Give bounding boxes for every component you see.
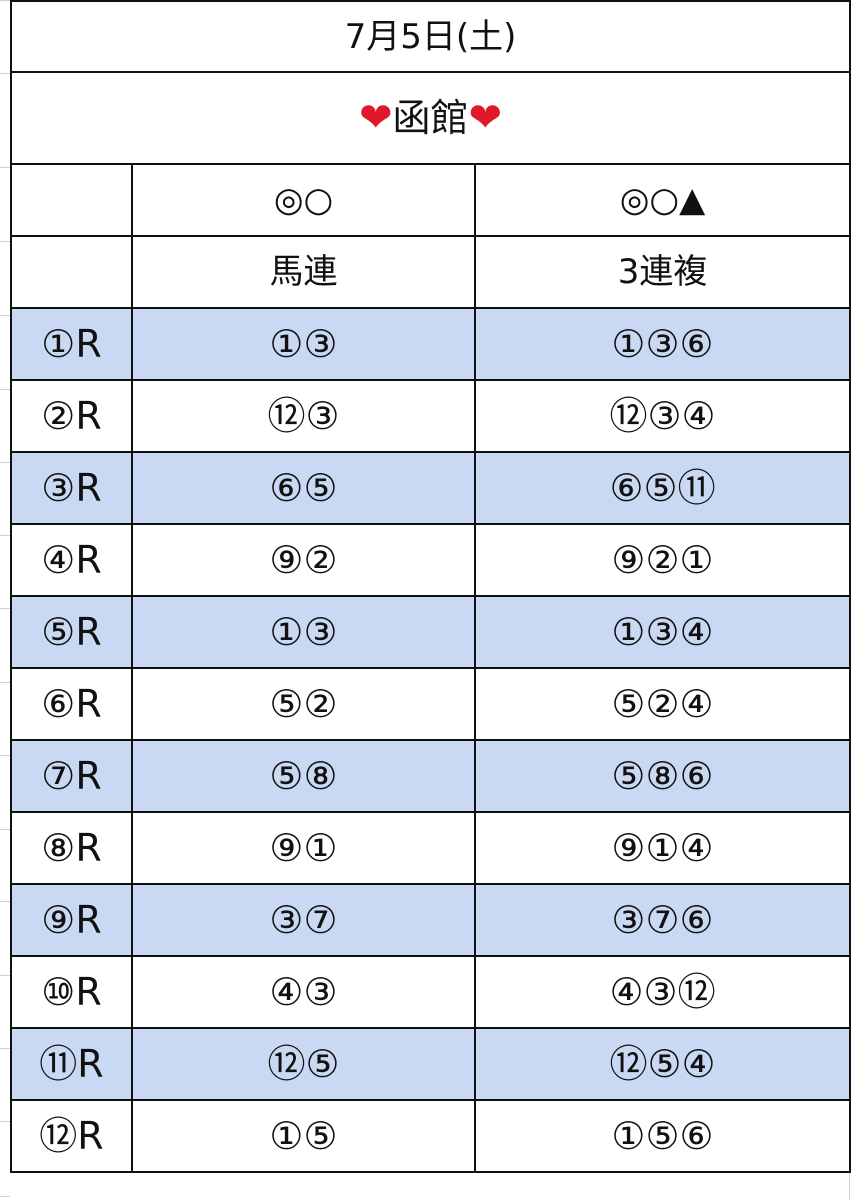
race-label-cell[interactable]: ②R (10, 379, 133, 453)
venue-row: ❤函館❤ (9, 71, 852, 165)
pair-pick-cell[interactable]: ⑫③ (131, 379, 476, 453)
empty-cell[interactable] (10, 235, 133, 309)
race-label-cell[interactable]: ⑤R (10, 595, 133, 669)
trio-pick-cell[interactable]: ⑤⑧⑥ (473, 739, 852, 813)
pair-pick-cell[interactable]: ③⑦ (131, 883, 476, 957)
bet-type-row: 馬連 3連複 (10, 235, 852, 309)
race-row: ⑫R ①⑤ ①⑤⑥ (10, 1099, 852, 1173)
race-row: ③R ⑥⑤ ⑥⑤⑪ (10, 451, 852, 525)
race-row: ⑪R ⑫⑤ ⑫⑤④ (10, 1027, 852, 1101)
race-label-cell[interactable]: ⑥R (10, 667, 133, 741)
pair-pick-cell[interactable]: ①③ (131, 595, 476, 669)
trio-pick-cell[interactable]: ⑨②① (473, 523, 852, 597)
empty-cell[interactable] (10, 163, 133, 237)
trio-symbols-cell[interactable]: ◎○▲ (473, 163, 852, 237)
race-label-cell[interactable]: ⑦R (10, 739, 133, 813)
race-label-cell[interactable]: ③R (10, 451, 133, 525)
sheet-gridline (0, 535, 10, 536)
symbols-row: ◎○ ◎○▲ (10, 163, 852, 237)
race-row: ④R ⑨② ⑨②① (10, 523, 852, 597)
prediction-table: 7月5日(土) ❤函館❤ ◎○ ◎○▲ 馬連 3連複 ①R ①③ ①③⑥ ②R ⑫③ ⑫③… (9, 0, 852, 1173)
race-label-cell[interactable]: ⑪R (10, 1027, 133, 1101)
race-label-cell[interactable]: ⑩R (10, 955, 133, 1029)
race-row: ⑨R ③⑦ ③⑦⑥ (10, 883, 852, 957)
race-label-cell[interactable]: ④R (10, 523, 133, 597)
sheet-gridline (0, 241, 10, 242)
pair-pick-cell[interactable]: ⑫⑤ (131, 1027, 476, 1101)
pair-pick-cell[interactable]: ⑨② (131, 523, 476, 597)
race-label-cell[interactable]: ⑫R (10, 1099, 133, 1173)
trio-pick-cell[interactable]: ⑥⑤⑪ (473, 451, 852, 525)
race-picks-table: 7月5日(土) ❤函館❤ ◎○ ◎○▲ 馬連 3連複 ①R ①③ ①③⑥ ②R ⑫③ ⑫③… (9, 0, 852, 1173)
sheet-gridline (0, 389, 10, 390)
trio-pick-cell[interactable]: ①③⑥ (473, 307, 852, 381)
pair-pick-cell[interactable]: ④③ (131, 955, 476, 1029)
pair-pick-cell[interactable]: ⑥⑤ (131, 451, 476, 525)
trio-pick-cell[interactable]: ⑫③④ (473, 379, 852, 453)
venue-cell[interactable]: ❤函館❤ (9, 71, 852, 165)
pair-pick-cell[interactable]: ⑤② (131, 667, 476, 741)
heart-icon: ❤ (358, 95, 393, 141)
pair-pick-cell[interactable]: ⑤⑧ (131, 739, 476, 813)
race-row: ②R ⑫③ ⑫③④ (10, 379, 852, 453)
pair-bet-cell[interactable]: 馬連 (131, 235, 476, 309)
trio-pick-cell[interactable]: ⑨①④ (473, 811, 852, 885)
sheet-gridline (0, 901, 10, 902)
trio-pick-cell[interactable]: ⑤②④ (473, 667, 852, 741)
sheet-gridline (0, 829, 10, 830)
race-label-cell[interactable]: ⑨R (10, 883, 133, 957)
sheet-gridline (0, 462, 10, 463)
pair-symbols-cell[interactable]: ◎○ (131, 163, 476, 237)
race-row: ⑤R ①③ ①③④ (10, 595, 852, 669)
sheet-gridline (0, 73, 10, 74)
trio-pick-cell[interactable]: ①③④ (473, 595, 852, 669)
date-row: 7月5日(土) (9, 0, 852, 73)
sheet-gridline (0, 755, 10, 756)
trio-pick-cell[interactable]: ④③⑫ (473, 955, 852, 1029)
sheet-gridline (0, 0, 10, 1)
race-label-cell[interactable]: ①R (10, 307, 133, 381)
date-cell[interactable]: 7月5日(土) (9, 0, 852, 73)
pair-pick-cell[interactable]: ①③ (131, 307, 476, 381)
sheet-gridline (0, 315, 10, 316)
race-label-cell[interactable]: ⑧R (10, 811, 133, 885)
sheet-gridline (0, 1048, 10, 1049)
pair-pick-cell[interactable]: ①⑤ (131, 1099, 476, 1173)
venue-label: 函館 (392, 96, 469, 140)
trio-pick-cell[interactable]: ③⑦⑥ (473, 883, 852, 957)
heart-icon: ❤ (468, 95, 503, 141)
race-row: ①R ①③ ①③⑥ (10, 307, 852, 381)
sheet-gridline (0, 167, 10, 168)
pair-pick-cell[interactable]: ⑨① (131, 811, 476, 885)
race-row: ⑩R ④③ ④③⑫ (10, 955, 852, 1029)
sheet-gridline (0, 1121, 10, 1122)
trio-pick-cell[interactable]: ①⑤⑥ (473, 1099, 852, 1173)
sheet-gridline (0, 608, 10, 609)
race-row: ⑦R ⑤⑧ ⑤⑧⑥ (10, 739, 852, 813)
race-row: ⑧R ⑨① ⑨①④ (10, 811, 852, 885)
trio-bet-cell[interactable]: 3連複 (473, 235, 852, 309)
race-row: ⑥R ⑤② ⑤②④ (10, 667, 852, 741)
sheet-gridline (0, 975, 10, 976)
sheet-gridline (0, 1196, 10, 1197)
sheet-gridline (0, 682, 10, 683)
trio-pick-cell[interactable]: ⑫⑤④ (473, 1027, 852, 1101)
